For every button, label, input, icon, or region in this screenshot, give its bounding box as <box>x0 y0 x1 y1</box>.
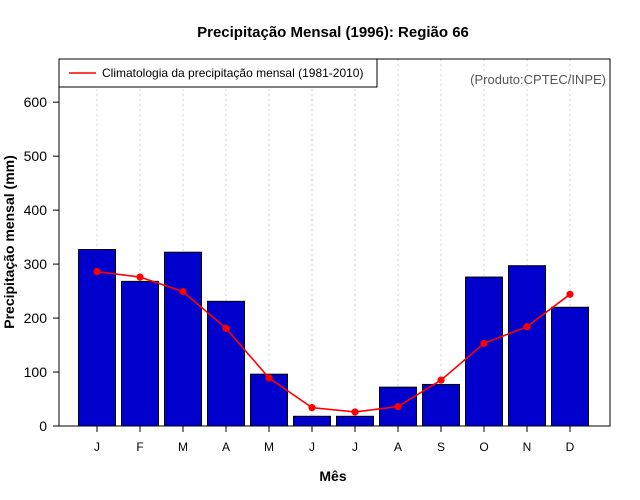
climatology-point <box>265 374 273 382</box>
climatology-line <box>96 270 571 413</box>
climatology-line-group <box>93 268 574 416</box>
climatology-point <box>480 339 488 348</box>
x-tick-label: A <box>222 440 230 454</box>
bar <box>551 306 589 427</box>
bar <box>508 265 546 427</box>
climatology-point <box>222 324 230 332</box>
bar <box>207 300 245 427</box>
x-axis-label: Mês <box>319 468 346 484</box>
y-tick-label: 200 <box>24 310 48 326</box>
bar <box>121 280 159 427</box>
climatology-point <box>136 273 144 281</box>
y-axis: 0 100 200 300 400 500 600 <box>24 94 59 434</box>
x-tick-label: D <box>566 440 575 454</box>
y-tick-label: 100 <box>24 364 48 380</box>
climatology-point <box>308 404 316 412</box>
x-tick-label: J <box>94 440 100 454</box>
bar <box>465 276 503 427</box>
climatology-point <box>394 402 402 411</box>
product-credit: (Produto:CPTEC/INPE) <box>470 72 606 87</box>
y-tick-label: 0 <box>39 418 47 434</box>
legend-entry-climatology: Climatologia da precipitação mensal (198… <box>102 66 363 80</box>
y-tick-label: 300 <box>24 256 48 272</box>
bar <box>422 383 460 427</box>
x-tick-label: S <box>437 440 445 454</box>
climatology-point <box>523 323 531 331</box>
bar <box>78 249 116 427</box>
x-tick-label: M <box>264 440 274 454</box>
bar <box>250 373 288 427</box>
climatology-point <box>93 268 101 276</box>
y-tick-label: 400 <box>24 202 48 218</box>
climatology-point <box>566 290 574 298</box>
x-tick-label: O <box>479 440 488 454</box>
bar <box>164 251 202 427</box>
x-tick-label: J <box>309 440 315 454</box>
climatology-point <box>179 288 187 296</box>
y-axis-label: Precipitação mensal (mm) <box>1 155 17 329</box>
x-tick-label: M <box>178 440 188 454</box>
y-tick-label: 600 <box>24 94 48 110</box>
x-tick-label: N <box>523 440 532 454</box>
bar <box>293 415 331 427</box>
chart-title: Precipitação Mensal (1996): Região 66 <box>197 24 469 41</box>
y-tick-label: 500 <box>24 148 48 164</box>
legend: Climatologia da precipitação mensal (198… <box>58 58 378 88</box>
x-tick-label: F <box>136 440 143 454</box>
climatology-point <box>351 408 359 416</box>
x-tick-label: J <box>352 440 358 454</box>
bars-group <box>78 249 589 427</box>
climatology-point <box>437 376 445 384</box>
legend-box <box>58 58 378 88</box>
bar <box>336 415 374 427</box>
x-tick-label: A <box>394 440 402 454</box>
